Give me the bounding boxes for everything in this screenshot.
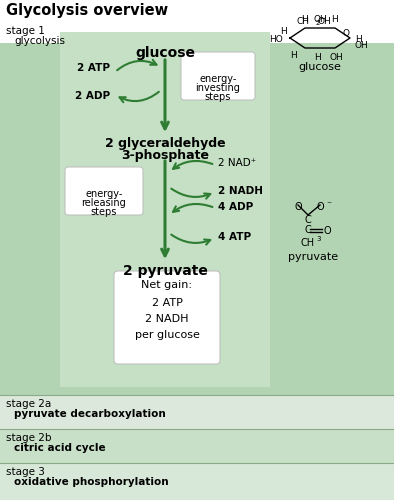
Text: stage 3: stage 3 — [6, 467, 45, 477]
Text: glucose: glucose — [299, 62, 342, 72]
Text: 2 NAD⁺: 2 NAD⁺ — [218, 158, 256, 168]
Text: glucose: glucose — [135, 46, 195, 60]
FancyBboxPatch shape — [60, 32, 270, 387]
FancyBboxPatch shape — [181, 52, 255, 100]
Text: ⁻: ⁻ — [326, 200, 331, 210]
Text: OH: OH — [330, 53, 344, 62]
FancyBboxPatch shape — [0, 395, 394, 429]
FancyBboxPatch shape — [0, 0, 394, 25]
Text: oxidative phosphorylation: oxidative phosphorylation — [14, 477, 169, 487]
Text: H: H — [302, 15, 309, 24]
Text: per glucose: per glucose — [135, 330, 199, 340]
Text: O: O — [316, 202, 324, 212]
Text: pyruvate decarboxylation: pyruvate decarboxylation — [14, 409, 166, 419]
Text: 3-phosphate: 3-phosphate — [121, 149, 209, 162]
Text: H: H — [280, 28, 287, 36]
Text: 2 glyceraldehyde: 2 glyceraldehyde — [105, 137, 225, 150]
FancyBboxPatch shape — [0, 429, 394, 463]
Text: 2 NADH: 2 NADH — [145, 314, 189, 324]
Text: C: C — [305, 225, 311, 235]
Text: 2 ADP: 2 ADP — [75, 91, 110, 101]
Text: 2 ATP: 2 ATP — [152, 298, 182, 308]
Text: 2 NADH: 2 NADH — [218, 186, 263, 196]
Text: OH: OH — [318, 17, 332, 26]
FancyBboxPatch shape — [65, 167, 143, 215]
Text: pyruvate: pyruvate — [288, 252, 338, 262]
Text: H: H — [332, 15, 338, 24]
FancyBboxPatch shape — [0, 25, 394, 395]
Text: glycolysis: glycolysis — [14, 36, 65, 46]
Text: Net gain:: Net gain: — [141, 280, 193, 290]
FancyBboxPatch shape — [0, 25, 394, 43]
Text: 3: 3 — [316, 236, 320, 242]
Text: CH: CH — [301, 238, 315, 248]
Text: C: C — [305, 215, 311, 225]
Text: H: H — [315, 53, 322, 62]
Text: Glycolysis overview: Glycolysis overview — [6, 3, 168, 18]
Text: steps: steps — [205, 92, 231, 102]
Text: O: O — [343, 30, 350, 38]
Text: HO: HO — [269, 36, 283, 44]
Text: H: H — [355, 34, 362, 43]
Text: 2 pyruvate: 2 pyruvate — [123, 264, 207, 278]
Text: 4 ATP: 4 ATP — [218, 232, 251, 242]
FancyBboxPatch shape — [0, 463, 394, 500]
Text: stage 2a: stage 2a — [6, 399, 51, 409]
Text: O: O — [294, 202, 302, 212]
Text: O: O — [324, 226, 332, 236]
Text: releasing: releasing — [82, 198, 126, 208]
Text: 2 ATP: 2 ATP — [77, 63, 110, 73]
Text: 2: 2 — [316, 20, 320, 26]
Text: investing: investing — [195, 83, 240, 93]
Text: citric acid cycle: citric acid cycle — [14, 443, 106, 453]
Text: energy-: energy- — [85, 189, 123, 199]
Text: OH: OH — [313, 15, 327, 24]
Text: 4 ADP: 4 ADP — [218, 202, 253, 212]
Text: OH: OH — [355, 42, 369, 50]
Text: energy-: energy- — [199, 74, 237, 84]
Text: H: H — [291, 51, 297, 60]
Text: stage 2b: stage 2b — [6, 433, 52, 443]
Text: steps: steps — [91, 207, 117, 217]
Text: stage 1: stage 1 — [6, 26, 45, 36]
Text: CH: CH — [297, 17, 310, 26]
FancyBboxPatch shape — [114, 271, 220, 364]
